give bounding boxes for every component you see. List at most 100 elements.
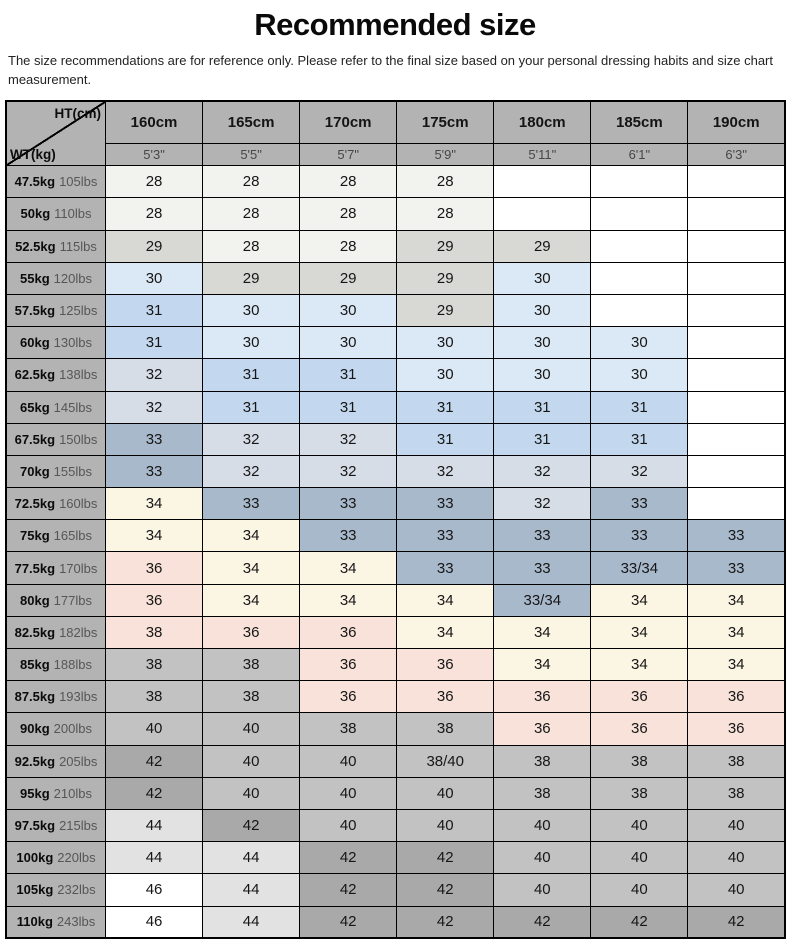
size-cell: 28 xyxy=(299,165,398,199)
weight-lbs: 182lbs xyxy=(59,624,98,640)
size-cell: 38 xyxy=(299,712,398,746)
size-cell: 40 xyxy=(299,744,398,778)
weight-label: 77.5kg 170lbs xyxy=(5,551,106,585)
size-cell: 32 xyxy=(299,454,398,489)
weight-label: 95kg 210lbs xyxy=(5,776,106,810)
size-cell: 42 xyxy=(299,905,398,939)
empty-cell xyxy=(687,293,786,328)
size-cell: 32 xyxy=(493,487,592,521)
size-cell: 46 xyxy=(104,873,204,907)
size-cell: 34 xyxy=(202,519,301,553)
weight-kg: 92.5kg xyxy=(14,753,56,769)
weight-row: 82.5kg 182lbs 38 36 36 34 34 34 34 xyxy=(5,615,786,650)
size-chart-table: HT(cm) WT(kg) 160cm 165cm 170cm 175cm 180cm 1… xyxy=(5,99,786,940)
size-cell: 33/34 xyxy=(590,551,689,585)
size-cell: 44 xyxy=(202,905,301,939)
size-cell: 30 xyxy=(493,358,592,392)
size-cell: 31 xyxy=(202,358,301,392)
weight-lbs: 125lbs xyxy=(59,303,98,319)
size-cell: 31 xyxy=(396,422,495,456)
size-cell: 40 xyxy=(396,776,495,810)
weight-row: 85kg 188lbs 38 38 36 36 34 34 34 xyxy=(5,647,786,682)
size-cell: 33 xyxy=(396,519,495,553)
size-cell: 32 xyxy=(202,454,301,489)
weight-label: 57.5kg 125lbs xyxy=(5,293,106,328)
size-cell: 36 xyxy=(396,647,495,682)
corner-weight-label: WT(kg) xyxy=(10,147,56,163)
empty-cell xyxy=(590,229,689,263)
weight-kg: 105kg xyxy=(16,882,54,898)
size-cell: 36 xyxy=(104,551,204,585)
size-cell: 38 xyxy=(104,647,204,682)
height-header-cm: 170cm xyxy=(299,100,398,145)
size-cell: 32 xyxy=(202,422,301,456)
weight-label: 75kg 165lbs xyxy=(5,519,106,553)
size-cell: 34 xyxy=(396,615,495,650)
weight-kg: 72.5kg xyxy=(14,496,56,512)
size-cell: 31 xyxy=(590,390,689,424)
size-cell: 28 xyxy=(104,165,204,199)
weight-lbs: 232lbs xyxy=(57,882,96,898)
weight-row: 75kg 165lbs 34 34 33 33 33 33 33 xyxy=(5,519,786,553)
size-cell: 34 xyxy=(687,647,786,682)
size-cell: 40 xyxy=(687,841,786,875)
weight-lbs: 120lbs xyxy=(53,270,92,286)
weight-kg: 62.5kg xyxy=(14,367,56,383)
weight-kg: 90kg xyxy=(20,721,50,737)
corner-cell: HT(cm) WT(kg) xyxy=(5,100,106,167)
page-title: Recommended size xyxy=(254,7,536,42)
weight-label: 52.5kg 115lbs xyxy=(5,229,106,263)
size-cell: 34 xyxy=(396,583,495,617)
weight-row: 65kg 145lbs 32 31 31 31 31 31 xyxy=(5,390,786,424)
weight-kg: 110kg xyxy=(16,914,53,930)
size-cell: 30 xyxy=(493,293,592,328)
weight-row: 80kg 177lbs 36 34 34 34 33/34 34 34 xyxy=(5,583,786,617)
height-header-ft: 5'5" xyxy=(202,143,301,167)
size-cell: 42 xyxy=(590,905,689,939)
weight-row: 105kg 232lbs 46 44 42 42 40 40 40 xyxy=(5,873,786,907)
size-cell: 36 xyxy=(299,615,398,650)
empty-cell xyxy=(687,454,786,489)
weight-kg: 77.5kg xyxy=(14,560,56,576)
size-cell: 40 xyxy=(202,776,301,810)
empty-cell xyxy=(687,326,786,360)
weight-row: 62.5kg 138lbs 32 31 31 30 30 30 xyxy=(5,358,786,392)
height-header-ft: 5'11" xyxy=(493,143,592,167)
height-header-ft: 5'9" xyxy=(396,143,495,167)
size-cell: 31 xyxy=(299,390,398,424)
size-cell: 40 xyxy=(299,808,398,843)
height-header-ft: 5'7" xyxy=(299,143,398,167)
weight-label: 60kg 130lbs xyxy=(5,326,106,360)
weight-kg: 60kg xyxy=(20,335,50,351)
weight-label: 67.5kg 150lbs xyxy=(5,422,106,456)
weight-lbs: 243lbs xyxy=(56,914,96,930)
disclaimer-text: The size recommendations are for referen… xyxy=(8,53,774,87)
size-cell: 36 xyxy=(493,680,592,714)
size-cell: 33 xyxy=(396,551,495,585)
size-cell: 33 xyxy=(590,519,689,553)
size-cell: 40 xyxy=(202,712,301,746)
weight-label: 87.5kg 193lbs xyxy=(5,680,106,714)
size-cell: 30 xyxy=(590,326,689,360)
empty-cell xyxy=(687,197,786,231)
size-cell: 36 xyxy=(396,680,495,714)
weight-row: 77.5kg 170lbs 36 34 34 33 33 33/34 33 xyxy=(5,551,786,585)
weight-kg: 70kg xyxy=(20,463,50,479)
size-table-body: 47.5kg 105lbs 28 28 28 28 50kg 110lbs 28 28 28 28 52… xyxy=(5,165,786,939)
size-cell: 29 xyxy=(396,293,495,328)
size-cell: 29 xyxy=(202,261,301,295)
size-cell: 36 xyxy=(687,712,786,746)
size-cell: 32 xyxy=(104,390,204,424)
empty-cell xyxy=(687,487,786,521)
size-cell: 36 xyxy=(299,680,398,714)
size-cell: 29 xyxy=(396,229,495,263)
height-header-cm: 175cm xyxy=(396,100,495,145)
size-cell: 28 xyxy=(202,197,301,231)
size-cell: 34 xyxy=(104,487,204,521)
size-cell: 38 xyxy=(104,615,204,650)
size-cell: 38 xyxy=(493,776,592,810)
size-cell: 38 xyxy=(493,744,592,778)
weight-lbs: 110lbs xyxy=(54,206,92,222)
size-cell: 42 xyxy=(687,905,786,939)
size-cell: 44 xyxy=(202,841,301,875)
